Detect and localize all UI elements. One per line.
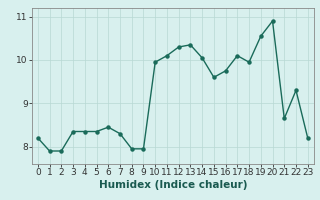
X-axis label: Humidex (Indice chaleur): Humidex (Indice chaleur) <box>99 180 247 190</box>
